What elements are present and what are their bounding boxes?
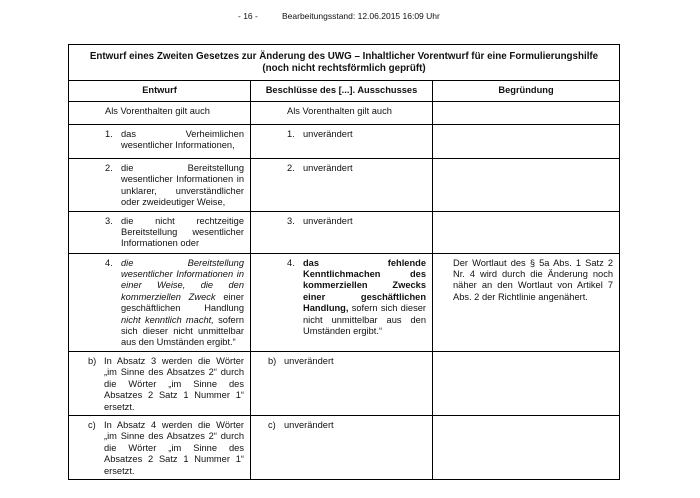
cell-content: 2. die Bereitstellung wesentlicher Inform… [69,159,250,211]
list-marker: b) [268,355,277,366]
table-row: 2. die Bereitstellung wesentlicher Inform… [68,158,621,212]
table-row: Als Vorenthalten gilt auch Als Vorenthalt… [68,101,621,125]
cell-text: unverändert [303,215,353,226]
cell-content: b) In Absatz 3 werden die Wörter „im Sinn… [69,352,250,415]
cell-text: unverändert [284,419,334,430]
column-header: Begründung [431,80,621,102]
cell-content: Der Wortlaut des § 5a Abs. 1 Satz 2 Nr. … [433,254,619,306]
table-cell: 3. die nicht rechtzeitige Bereitstellung … [68,210,251,254]
cell-text: In Absatz 3 werden die Wörter „im Sinne … [104,355,244,412]
text-run: sofern sich dieser nicht unmittelbar aus… [303,303,426,337]
cell-content: c) In Absatz 4 werden die Wörter „im Sinn… [69,416,250,479]
text-run: nicht kenntlich macht, [121,314,214,325]
cell-text: unverändert [303,163,353,173]
cell-text: In Absatz 4 werden die Wörter „im Sinne … [104,419,244,476]
list-marker: 2. [105,163,113,173]
table-cell: 1. das Verheimlichen wesentlicher Informa… [68,124,251,159]
cell-text: Als Vorenthalten gilt auch [287,106,392,116]
table-cell: 4. die Bereitstellung wesentlicher Inform… [68,252,251,352]
table-cell: Der Wortlaut des § 5a Abs. 1 Satz 2 Nr. … [431,252,621,352]
cell-content: b) unverändert [251,352,432,369]
text-run: einer geschäftlichen Handlung [121,291,244,314]
table-cell [431,414,621,480]
cell-content: 3. unverändert [251,212,432,229]
list-marker: 3. [287,215,295,226]
table-cell: 2. unverändert [250,158,433,212]
table-cell: Als Vorenthalten gilt auch [250,101,433,125]
text-run: sofern sich dieser nicht unmittelbar aus… [121,314,244,348]
list-marker: 4. [105,257,113,268]
column-header: Entwurf [68,80,251,102]
table-cell: b) unverändert [250,350,433,416]
text-run: das fehlende Kenntlichmachen des kommerz… [303,257,426,314]
cell-content: c) unverändert [251,416,432,433]
table-cell [431,124,621,159]
cell-text: unverändert [303,129,353,139]
table: Entwurf eines Zweiten Gesetzes zur Änder… [67,44,621,480]
table-cell: c) In Absatz 4 werden die Wörter „im Sinn… [68,414,251,480]
list-marker: c) [88,419,96,430]
table-row: 3. die nicht rechtzeitige Bereitstellung … [68,210,621,254]
list-marker: 1. [287,129,295,139]
text-run: die Bereitstellung wesentlicher Informat… [121,257,244,302]
cell-text: die nicht rechtzeitige Bereitstellung we… [121,215,244,249]
list-marker: c) [268,419,276,430]
cell-text: Als Vorenthalten gilt auch [105,106,210,116]
table-cell: 2. die Bereitstellung wesentlicher Inform… [68,158,251,212]
table-cell: 4. das fehlende Kenntlichmachen des komme… [250,252,433,352]
page-number: - 16 - [238,11,258,21]
list-marker: 3. [105,215,113,226]
cell-text: unverändert [284,355,334,366]
table-cell [431,350,621,416]
list-marker: b) [88,355,97,366]
table-cell [431,158,621,212]
cell-text: das fehlende Kenntlichmachen des kommerz… [303,258,426,338]
table-cell: c) unverändert [250,414,433,480]
column-header: Beschlüsse des [...]. Ausschusses [250,80,433,102]
cell-content: 1. das Verheimlichen wesentlicher Informa… [69,125,250,154]
table-cell [431,101,621,125]
table-cell [431,210,621,254]
cell-content: 4. die Bereitstellung wesentlicher Inform… [69,254,250,351]
table-cell: 3. unverändert [250,210,433,254]
table-cell: b) In Absatz 3 werden die Wörter „im Sinn… [68,350,251,416]
table-title: Entwurf eines Zweiten Gesetzes zur Änder… [67,44,621,81]
cell-content: 4. das fehlende Kenntlichmachen des komme… [251,254,432,340]
cell-text: die Bereitstellung wesentlicher Informat… [121,163,244,208]
cell-text: Der Wortlaut des § 5a Abs. 1 Satz 2 Nr. … [453,257,614,302]
table-row: 4. die Bereitstellung wesentlicher Inform… [68,252,621,352]
cell-text: die Bereitstellung wesentlicher Informat… [121,258,244,349]
cell-content: Als Vorenthalten gilt auch [69,102,250,119]
cell-content: 1. unverändert [251,125,432,142]
table-cell: 1. unverändert [250,124,433,159]
list-marker: 4. [287,257,295,268]
cell-content: 2. unverändert [251,159,432,176]
table-row: b) In Absatz 3 werden die Wörter „im Sinn… [68,350,621,416]
status-line: Bearbeitungsstand: 12.06.2015 16:09 Uhr [282,11,440,21]
list-marker: 1. [105,129,113,139]
cell-content: Als Vorenthalten gilt auch [251,102,432,119]
table-row: c) In Absatz 4 werden die Wörter „im Sinn… [68,414,621,480]
table-cell: Als Vorenthalten gilt auch [68,101,251,125]
cell-text: das Verheimlichen wesentlicher Informati… [121,129,244,151]
table-row: 1. das Verheimlichen wesentlicher Informa… [68,124,621,159]
cell-content: 3. die nicht rechtzeitige Bereitstellung … [69,212,250,252]
list-marker: 2. [287,163,295,173]
